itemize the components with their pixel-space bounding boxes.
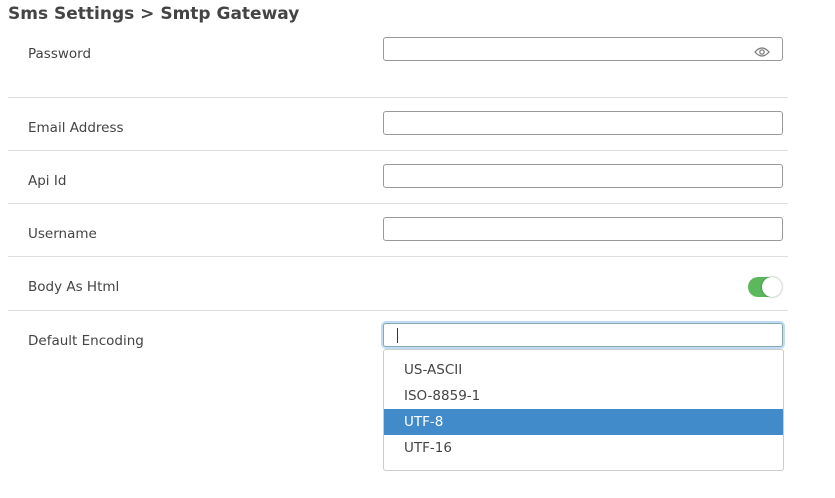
divider <box>8 150 788 151</box>
encoding-dropdown: US-ASCII ISO-8859-1 UTF-8 UTF-16 <box>383 349 784 471</box>
password-field[interactable] <box>383 37 783 61</box>
text-caret <box>397 328 398 343</box>
divider <box>8 97 788 98</box>
divider <box>8 203 788 204</box>
toggle-knob <box>762 277 782 297</box>
email-label: Email Address <box>28 120 124 136</box>
username-label: Username <box>28 226 97 242</box>
password-label: Password <box>28 46 92 62</box>
divider <box>8 310 788 311</box>
eye-icon[interactable] <box>754 43 770 62</box>
option-iso-8859-1[interactable]: ISO-8859-1 <box>404 388 481 404</box>
body-as-html-toggle[interactable] <box>748 277 782 297</box>
option-us-ascii[interactable]: US-ASCII <box>404 362 463 378</box>
default-encoding-input[interactable] <box>383 323 783 347</box>
email-field[interactable] <box>383 111 783 135</box>
default-encoding-label: Default Encoding <box>28 333 144 349</box>
page-title: Sms Settings > Smtp Gateway <box>8 4 300 24</box>
option-utf-16[interactable]: UTF-16 <box>404 440 452 456</box>
api-id-label: Api Id <box>28 173 67 189</box>
body-as-html-label: Body As Html <box>28 279 120 295</box>
option-utf-8[interactable]: UTF-8 <box>384 409 783 435</box>
username-field[interactable] <box>383 217 783 241</box>
api-id-field[interactable] <box>383 164 783 188</box>
divider <box>8 256 788 257</box>
